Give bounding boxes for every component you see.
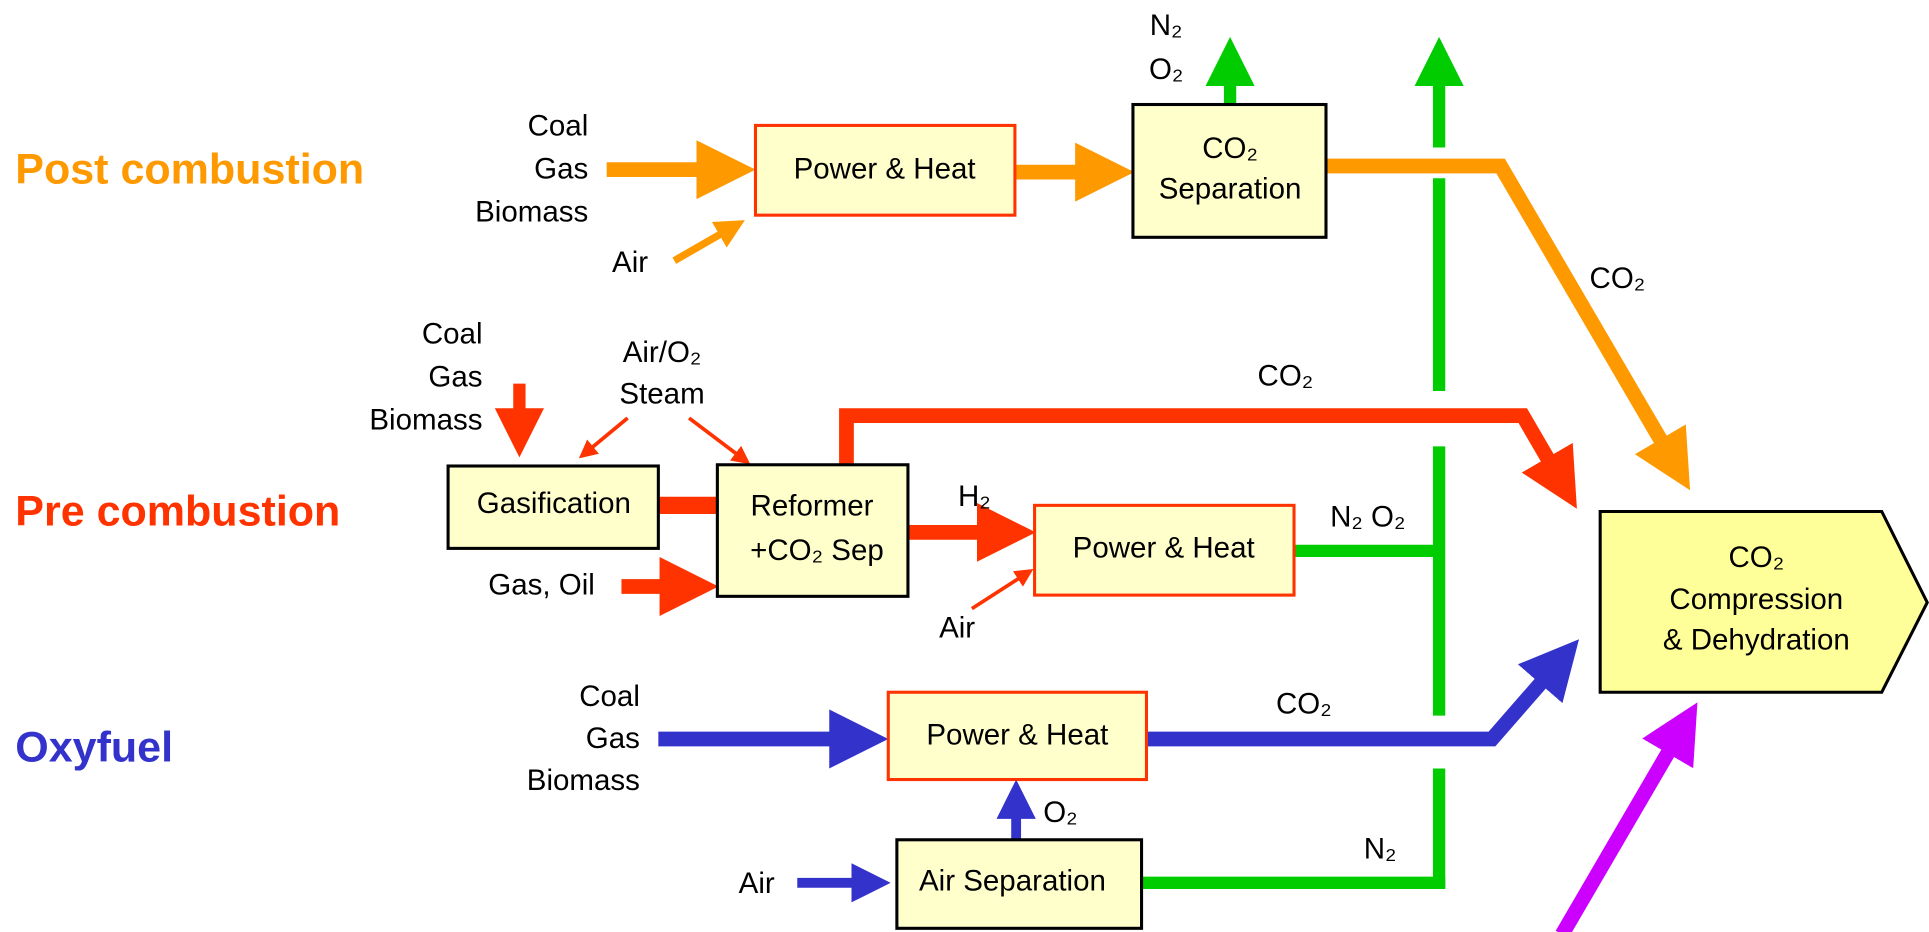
fuel-label: Coal	[422, 317, 483, 350]
flow-label: H₂	[958, 480, 991, 513]
reformer-box	[715, 463, 910, 598]
vent-label: N₂ O₂	[1330, 501, 1405, 534]
pre-flows	[494, 383, 1577, 617]
fuel-label: Coal	[528, 110, 589, 143]
vent-label: O₂	[1149, 53, 1183, 86]
power-box	[1033, 503, 1296, 597]
other-flow	[1555, 702, 1698, 932]
flow-label: O₂	[1043, 796, 1077, 829]
flow-label: CO₂	[1258, 359, 1314, 392]
box-label: Reformer	[751, 490, 874, 523]
fuel-label: Biomass	[369, 404, 482, 437]
box-label: & Dehydration	[1663, 624, 1850, 657]
post-flows	[606, 140, 1691, 491]
power-box	[886, 690, 1149, 782]
fuel-label: Biomass	[527, 764, 640, 797]
lane-label: Pre combustion	[15, 487, 340, 535]
box-label: +CO₂ Sep	[750, 534, 884, 567]
lane-label: Post combustion	[15, 145, 364, 193]
gasification-box	[446, 464, 660, 550]
box-label: Power & Heat	[1073, 531, 1255, 564]
oxidant-label: Steam	[619, 378, 704, 411]
fuel-label: Coal	[579, 680, 640, 713]
fuel-label: Gas, Oil	[488, 568, 595, 601]
fuel-label: Gas	[586, 722, 640, 755]
air-label: Air	[612, 246, 648, 279]
box-label: CO₂	[1202, 132, 1258, 165]
vent-line	[1141, 36, 1464, 889]
air-label: Air	[739, 867, 775, 900]
power-box	[753, 123, 1017, 217]
compression-box	[1598, 509, 1929, 694]
box-label: Gasification	[477, 487, 631, 520]
flow-label: CO₂	[1590, 262, 1646, 295]
box-label: Power & Heat	[794, 153, 976, 186]
air-separation-box	[895, 838, 1144, 930]
box-label: Compression	[1669, 583, 1843, 616]
fuel-label: Biomass	[475, 196, 588, 229]
box-label: Separation	[1159, 172, 1302, 205]
air-label: Air	[939, 611, 975, 644]
flow-label: CO₂	[1276, 688, 1332, 721]
box-label: Power & Heat	[926, 718, 1108, 751]
lane-label: Oxyfuel	[15, 723, 173, 771]
fuel-label: Gas	[428, 360, 482, 393]
oxidant-label: Air/O₂	[623, 336, 702, 369]
vent-label: N₂	[1150, 9, 1183, 42]
box-label: Air Separation	[919, 865, 1106, 898]
oxyfuel-flows	[658, 639, 1580, 903]
separation-box	[1131, 102, 1328, 239]
box-label: CO₂	[1728, 541, 1784, 574]
fuel-label: Gas	[534, 153, 588, 186]
flow-label: N₂	[1364, 833, 1397, 866]
